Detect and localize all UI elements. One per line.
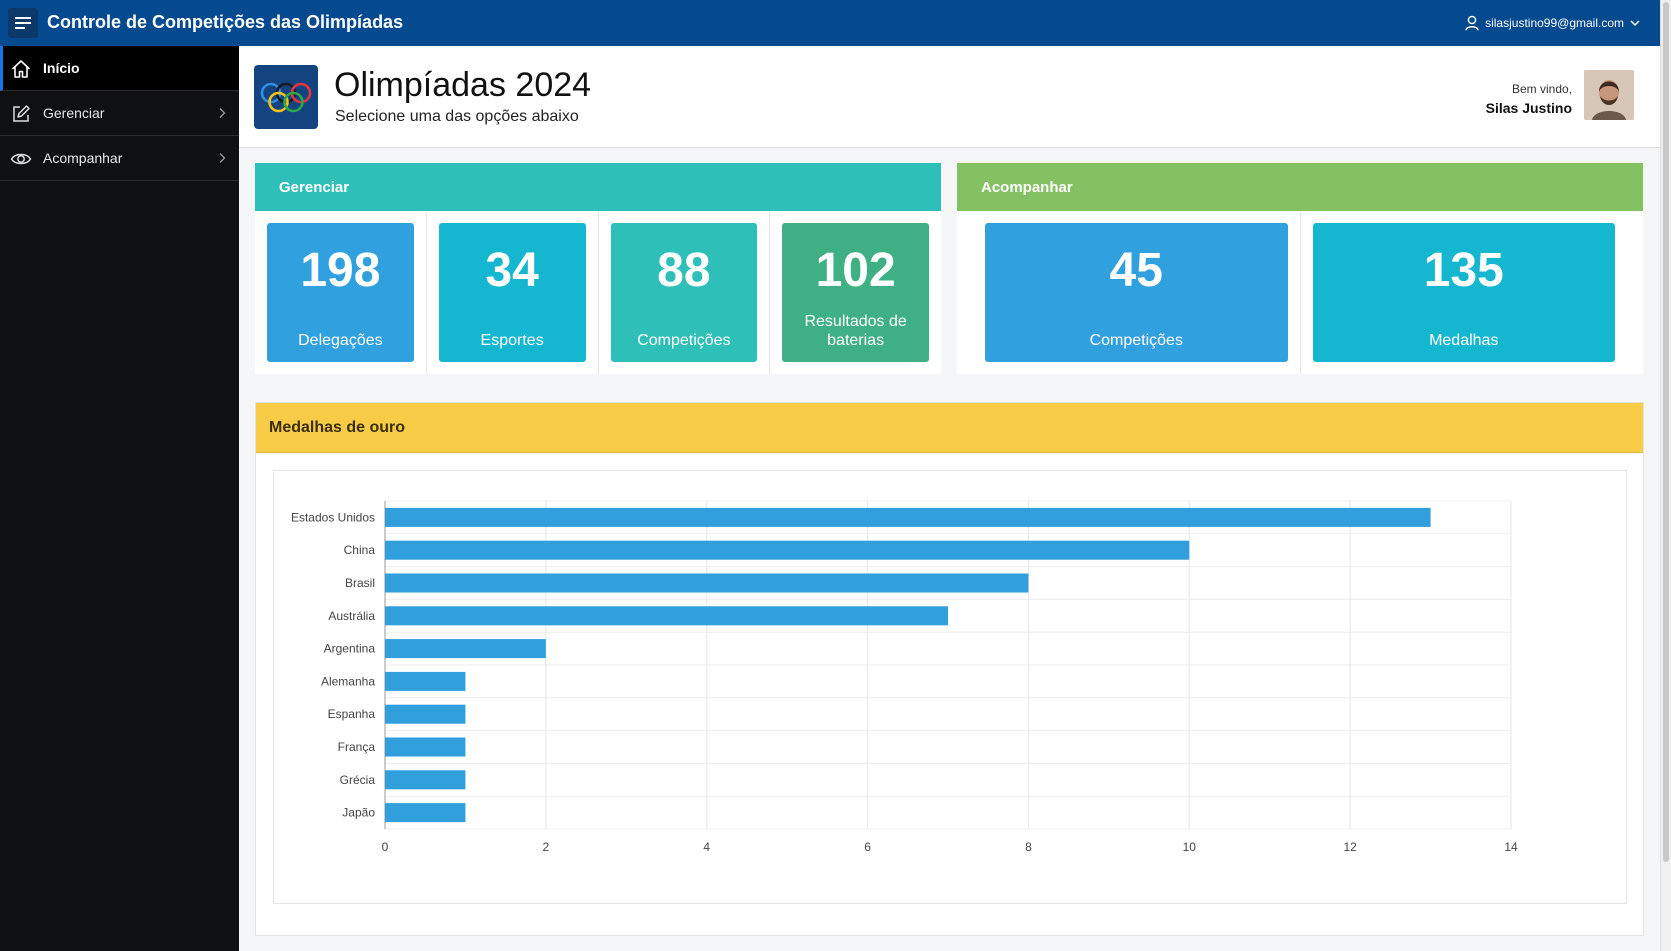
bar (385, 507, 1431, 527)
bar (385, 540, 1190, 560)
card-label: Delegações (298, 332, 383, 349)
card-value: 102 (815, 244, 896, 297)
sidebar-item-gerenciar[interactable]: Gerenciar (0, 91, 239, 136)
card-value: 88 (657, 244, 711, 297)
eye-icon (10, 153, 32, 165)
bar (385, 770, 466, 790)
category-label: Estados Unidos (291, 510, 375, 524)
chart-region-title: Medalhas de ouro (256, 403, 1643, 453)
x-tick-label: 2 (543, 840, 550, 854)
card-cell: 34 Esportes (427, 211, 599, 374)
sidebar: Início Gerenciar Acompanhar (0, 46, 239, 951)
card-value: 198 (300, 244, 381, 297)
user-menu[interactable]: silasjustino99@gmail.com (1465, 14, 1640, 32)
app-title[interactable]: Controle de Competições das Olimpíadas (47, 12, 404, 32)
sidebar-item-label: Acompanhar (43, 150, 123, 166)
x-tick-label: 12 (1343, 840, 1357, 854)
scrollbar-thumb[interactable] (1663, 2, 1669, 862)
bar (385, 803, 466, 823)
card-value: 135 (1423, 244, 1504, 297)
category-label: China (344, 543, 376, 557)
gold-medals-bar-chart: Estados Unidos China Brasil Austrália Argent… (291, 500, 1518, 854)
card-cell: 45 Competições (957, 211, 1301, 374)
category-label: Espanha (328, 707, 376, 721)
card-value: 45 (1109, 244, 1163, 297)
chevron-right-icon[interactable] (217, 107, 227, 119)
user-name: Silas Justino (1485, 100, 1572, 116)
bar (385, 671, 466, 691)
sidebar-item-label: Início (43, 60, 80, 76)
gerenciar-cards: 198 Delegações 34 Esportes 88 Competiçõe… (255, 211, 941, 374)
card-label: Medalhas (1429, 332, 1499, 349)
bar (385, 573, 1029, 593)
card-value: 34 (485, 244, 539, 297)
chevron-down-icon[interactable] (1630, 19, 1640, 27)
page-subtitle: Selecione uma das opções abaixo (335, 108, 579, 125)
x-tick-label: 14 (1504, 840, 1518, 854)
welcome-label: Bem vindo, (1511, 82, 1572, 96)
delegacoes-card[interactable]: 198 Delegações (267, 223, 414, 362)
x-tick-label: 10 (1183, 840, 1197, 854)
x-tick-label: 4 (703, 840, 710, 854)
category-label: Japão (342, 806, 375, 820)
card-cell: 102 Resultados de baterias (770, 211, 941, 374)
page-header: Olimpíadas 2024 Selecione uma das opções… (239, 46, 1660, 148)
bar (385, 639, 546, 659)
gerenciar-region: Gerenciar 198 Delegações 34 Esportes 88 … (255, 163, 941, 374)
competicoes-card[interactable]: 88 Competições (610, 223, 758, 362)
acompanhar-region: Acompanhar 45 Competições 135 Medalhas (957, 163, 1643, 374)
bar (385, 606, 948, 626)
x-tick-label: 8 (1025, 840, 1032, 854)
resultados-card[interactable]: 102 Resultados de baterias (782, 223, 929, 362)
card-label: Competições (1089, 332, 1183, 349)
gerenciar-region-title: Gerenciar (255, 163, 941, 211)
medalhas-de-ouro-region: Medalhas de ouro Estados Unidos China Bras… (255, 402, 1644, 936)
user-email[interactable]: silasjustino99@gmail.com (1485, 16, 1624, 30)
x-tick-label: 0 (382, 840, 389, 854)
card-label: Esportes (480, 332, 544, 349)
edit-icon (13, 105, 30, 122)
user-icon (1465, 15, 1479, 31)
menu-toggle-icon[interactable] (8, 8, 38, 38)
category-label: Grécia (340, 773, 376, 787)
category-label: Brasil (345, 576, 375, 590)
page-scrollbar[interactable] (1660, 0, 1671, 951)
card-cell: 88 Competições (599, 211, 771, 374)
page-title: Olimpíadas 2024 (334, 66, 592, 104)
category-label: Austrália (328, 609, 375, 623)
category-label: Argentina (324, 642, 376, 656)
sidebar-item-label: Gerenciar (43, 105, 105, 121)
olympic-rings-logo (254, 65, 318, 129)
bar (385, 737, 466, 757)
avatar (1584, 70, 1634, 120)
sidebar-item-inicio[interactable]: Início (0, 46, 239, 91)
medalhas-card[interactable]: 135 Medalhas (1312, 223, 1615, 362)
esportes-card[interactable]: 34 Esportes (438, 223, 586, 362)
bar (385, 704, 466, 724)
card-label: Competições (637, 332, 731, 349)
card-cell: 198 Delegações (255, 211, 427, 374)
acompanhar-cards: 45 Competições 135 Medalhas (957, 211, 1643, 374)
home-icon (11, 60, 31, 78)
card-label: Resultados de baterias (804, 313, 907, 349)
card-cell: 135 Medalhas (1301, 211, 1644, 374)
acompanhar-competicoes-card[interactable]: 45 Competições (985, 223, 1288, 362)
category-label: Alemanha (321, 674, 375, 688)
chevron-right-icon[interactable] (217, 152, 227, 164)
acompanhar-region-title: Acompanhar (957, 163, 1643, 211)
top-navigation-bar: Controle de Competições das Olimpíadas s… (0, 0, 1660, 46)
sidebar-item-acompanhar[interactable]: Acompanhar (0, 136, 239, 181)
category-label: França (338, 740, 376, 754)
chart-panel: Estados Unidos China Brasil Austrália Argent… (273, 470, 1627, 904)
x-tick-label: 6 (864, 840, 871, 854)
